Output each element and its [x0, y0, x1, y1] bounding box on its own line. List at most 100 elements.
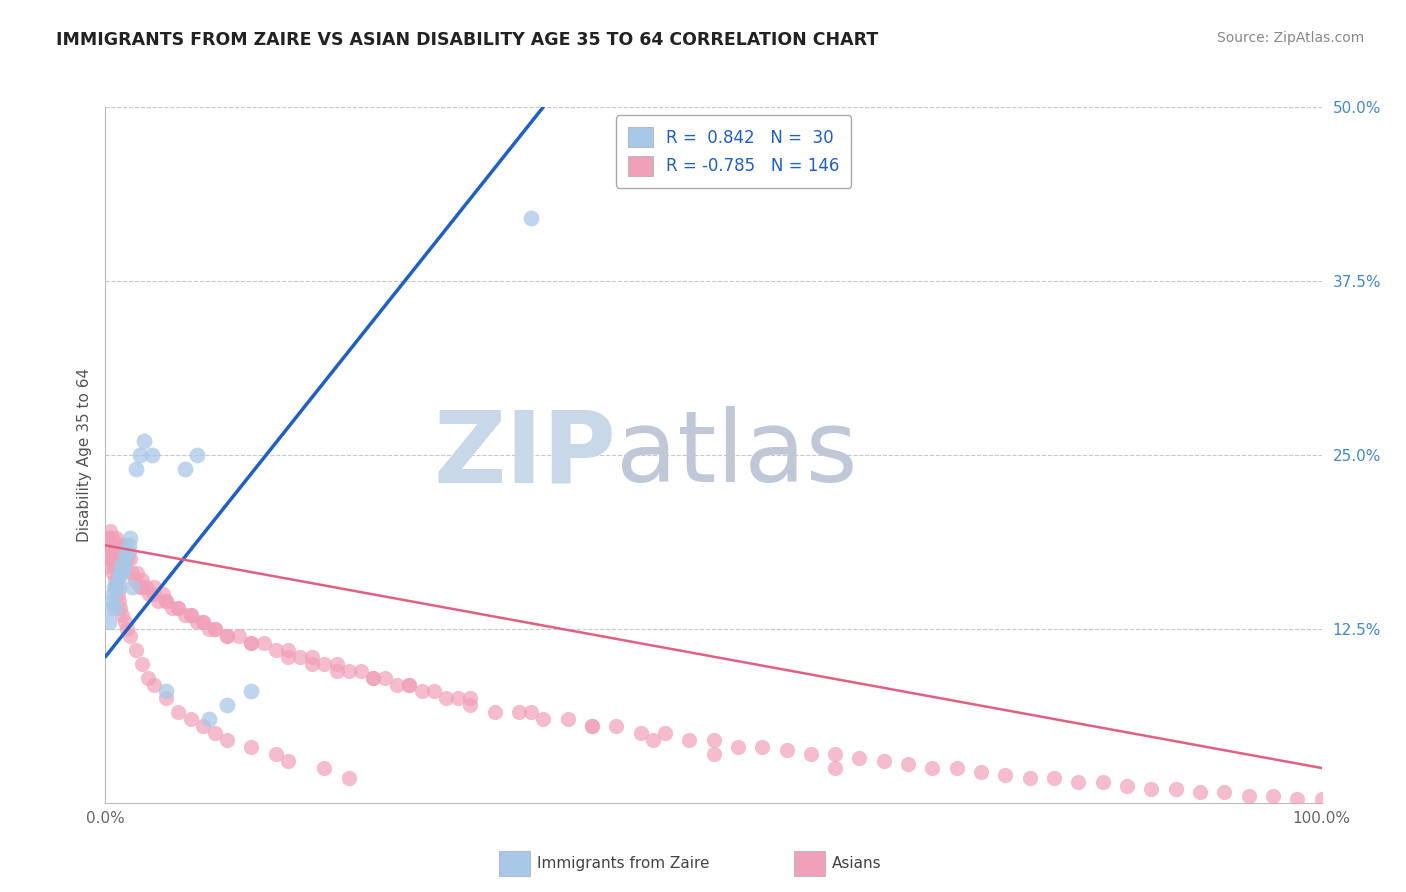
Point: [108, 601, 131, 615]
Point: [124, 573, 146, 587]
Point: [398, 677, 420, 691]
Point: [1067, 775, 1090, 789]
Point: [98, 524, 121, 539]
Point: [557, 712, 579, 726]
Text: ZIP: ZIP: [433, 407, 616, 503]
Point: [173, 462, 195, 476]
Point: [105, 580, 128, 594]
Point: [1237, 789, 1260, 803]
Point: [110, 538, 132, 552]
Point: [136, 671, 159, 685]
Point: [186, 448, 208, 462]
Point: [114, 538, 136, 552]
Point: [101, 587, 124, 601]
Point: [114, 615, 136, 629]
Point: [277, 649, 299, 664]
Point: [167, 601, 190, 615]
Point: [115, 545, 138, 559]
Point: [118, 552, 141, 566]
Point: [98, 601, 121, 615]
Point: [191, 615, 214, 629]
Point: [921, 761, 943, 775]
Point: [131, 580, 153, 594]
Point: [121, 566, 143, 581]
Point: [167, 601, 190, 615]
Point: [155, 684, 177, 698]
Point: [217, 698, 239, 713]
Point: [301, 649, 323, 664]
Point: [131, 657, 153, 671]
Point: [117, 545, 139, 559]
Point: [581, 719, 603, 733]
Point: [104, 601, 127, 615]
Point: [98, 545, 121, 559]
Point: [277, 642, 299, 657]
Point: [217, 629, 239, 643]
Text: Source: ZipAtlas.com: Source: ZipAtlas.com: [1216, 31, 1364, 45]
Point: [520, 706, 543, 720]
Point: [134, 434, 156, 448]
Point: [458, 698, 481, 713]
Point: [97, 538, 120, 552]
Point: [131, 573, 153, 587]
Point: [350, 664, 373, 678]
Point: [1043, 771, 1066, 785]
Point: [111, 607, 134, 622]
Point: [138, 587, 160, 601]
Point: [155, 594, 177, 608]
Point: [252, 636, 274, 650]
Point: [301, 657, 323, 671]
Point: [103, 545, 125, 559]
Point: [423, 684, 446, 698]
Point: [117, 538, 139, 552]
Point: [143, 677, 166, 691]
Point: [98, 552, 121, 566]
Point: [1091, 775, 1114, 789]
Point: [897, 756, 920, 771]
Point: [128, 448, 150, 462]
Point: [118, 532, 141, 546]
Point: [775, 743, 797, 757]
Point: [173, 607, 195, 622]
Point: [994, 768, 1017, 782]
Point: [117, 552, 139, 566]
Point: [110, 559, 132, 574]
Point: [873, 754, 896, 768]
Point: [100, 594, 122, 608]
Point: [702, 733, 725, 747]
Point: [204, 622, 226, 636]
Point: [361, 671, 384, 685]
Point: [520, 211, 543, 226]
Point: [1018, 771, 1040, 785]
Text: IMMIGRANTS FROM ZAIRE VS ASIAN DISABILITY AGE 35 TO 64 CORRELATION CHART: IMMIGRANTS FROM ZAIRE VS ASIAN DISABILIT…: [56, 31, 879, 49]
Point: [125, 566, 148, 581]
Point: [108, 545, 131, 559]
Point: [104, 573, 127, 587]
Point: [98, 615, 121, 629]
Point: [727, 740, 749, 755]
Point: [105, 580, 128, 594]
Point: [108, 566, 131, 581]
Point: [1189, 785, 1212, 799]
Point: [152, 587, 174, 601]
Point: [167, 706, 190, 720]
Point: [125, 642, 148, 657]
Point: [508, 706, 530, 720]
Point: [125, 462, 148, 476]
Point: [98, 532, 121, 546]
Point: [411, 684, 433, 698]
Point: [143, 587, 166, 601]
Point: [1140, 781, 1163, 796]
Point: [104, 538, 127, 552]
Point: [1261, 789, 1284, 803]
Point: [434, 691, 457, 706]
Point: [277, 754, 299, 768]
Point: [146, 594, 169, 608]
Point: [1286, 791, 1309, 805]
Point: [118, 629, 141, 643]
Point: [264, 747, 287, 761]
Point: [641, 733, 664, 747]
Point: [1213, 785, 1236, 799]
Point: [103, 580, 125, 594]
Point: [100, 552, 122, 566]
